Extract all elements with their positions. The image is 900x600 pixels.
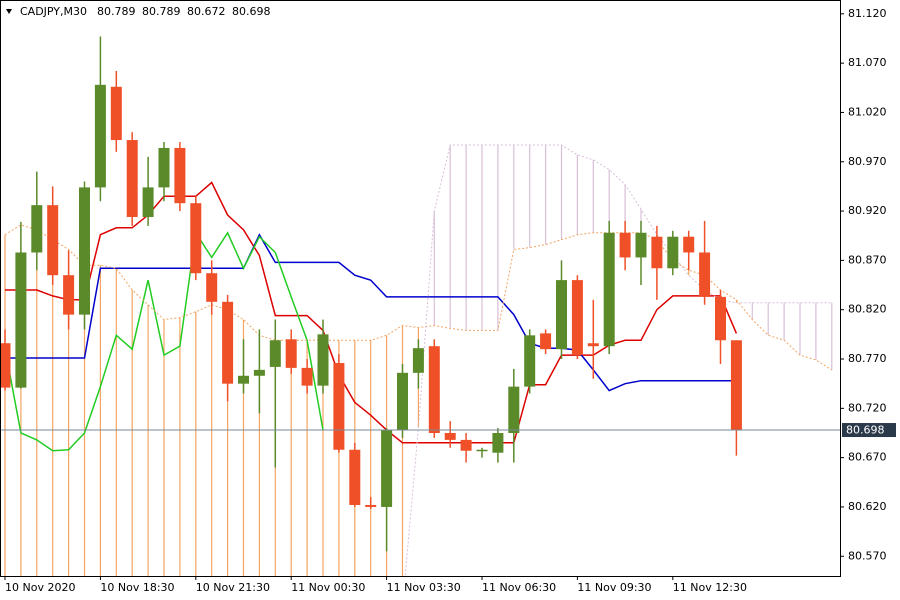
candle-body (492, 432, 504, 453)
indicator-line (4, 230, 324, 452)
candle-body (1, 343, 11, 388)
candle-body (238, 375, 249, 384)
y-tick-label: 81.120 (848, 7, 887, 20)
symbol: CADJPY,M30 (20, 5, 87, 18)
price-label: 80.698 (846, 424, 885, 437)
plot-frame (0, 0, 841, 577)
candle-body (79, 187, 90, 315)
candle-body (619, 232, 631, 258)
header: CADJPY,M30 80.789 80.789 80.672 80.698 (6, 5, 271, 18)
y-tick-label: 80.920 (848, 204, 887, 217)
candle-body (412, 348, 424, 373)
candle-body (285, 339, 297, 368)
x-tick-label: 11 Nov 03:30 (387, 581, 461, 594)
candle-body (15, 252, 27, 388)
x-tick-label: 10 Nov 2020 (5, 581, 75, 594)
header-low: 80.672 (187, 5, 226, 18)
y-tick-label: 80.720 (848, 401, 887, 414)
candle-body (31, 205, 43, 253)
candle-body (476, 449, 488, 452)
candle-body (47, 205, 59, 276)
candle-body (460, 439, 472, 451)
candle-body (142, 187, 154, 217)
candle-body (603, 232, 615, 347)
candle-body (381, 430, 393, 507)
candle-body (269, 340, 281, 367)
candle-body (556, 280, 567, 350)
x-tick-label: 11 Nov 09:30 (577, 581, 651, 594)
candle-body (349, 449, 361, 505)
candle-body (63, 275, 75, 315)
x-tick-label: 10 Nov 21:30 (196, 581, 270, 594)
candle-body (524, 335, 536, 387)
candle-body (158, 147, 170, 188)
y-tick-label: 80.970 (848, 155, 887, 168)
x-tick-label: 11 Nov 00:30 (291, 581, 365, 594)
candle-body (126, 140, 138, 217)
header-high: 80.789 (142, 5, 181, 18)
candle-body (635, 232, 647, 258)
header-open: 80.789 (97, 5, 136, 18)
y-tick-label: 80.820 (848, 303, 887, 316)
candle-body (301, 367, 313, 386)
candle-body (444, 432, 456, 440)
candle-body (508, 386, 520, 433)
candle-body (571, 280, 583, 356)
candle-body (253, 369, 265, 376)
x-tick-label: 11 Nov 12:30 (673, 581, 747, 594)
candle-body (317, 334, 329, 386)
candle-body (365, 504, 377, 507)
indicator-line (5, 233, 737, 392)
menu-arrow (6, 9, 12, 14)
candle-body (715, 296, 726, 341)
candle-body (540, 333, 552, 350)
y-tick-label: 81.020 (848, 105, 887, 118)
candle-body (428, 346, 440, 433)
candle-body (667, 236, 679, 269)
candle-body (333, 362, 345, 450)
price-label-box (842, 423, 896, 438)
candle-body (651, 236, 663, 269)
candle-body (699, 252, 711, 297)
y-tick-label: 80.670 (848, 451, 887, 464)
candle-body (222, 301, 234, 384)
header-close: 80.698 (232, 5, 271, 18)
candle-body (206, 273, 218, 302)
y-tick-label: 80.870 (848, 253, 887, 266)
x-tick-label: 10 Nov 18:30 (100, 581, 174, 594)
y-tick-label: 81.070 (848, 56, 887, 69)
indicator-line (4, 224, 833, 371)
candle-body (587, 343, 599, 347)
axes: 80.570 80.620 80.670 80.720 80.770 80.820 80.8… (4, 7, 896, 594)
y-tick-label: 80.620 (848, 500, 887, 513)
x-tick-label: 11 Nov 06:30 (482, 581, 556, 594)
candle-body (174, 147, 186, 204)
candle-body (397, 372, 408, 431)
y-tick-label: 80.570 (848, 549, 887, 562)
candle-body (730, 340, 742, 431)
candle-body (94, 84, 106, 188)
candle-body (683, 236, 695, 253)
plot-area (1, 36, 840, 576)
candle-body (190, 203, 202, 274)
candle-body (110, 86, 122, 141)
y-tick-label: 80.770 (848, 352, 887, 365)
